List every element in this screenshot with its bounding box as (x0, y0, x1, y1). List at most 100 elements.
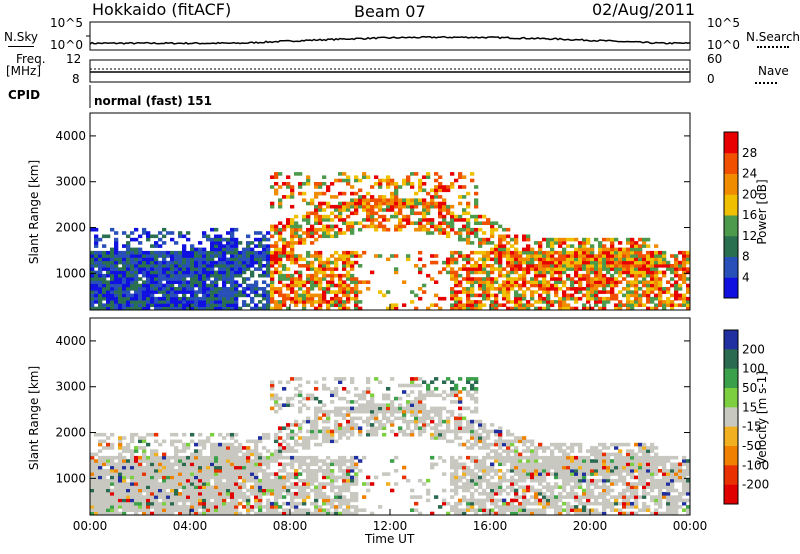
heatmap-cell (386, 218, 391, 222)
heatmap-cell (674, 260, 679, 265)
heatmap-cell (186, 472, 191, 476)
heatmap-cell (242, 472, 247, 476)
heatmap-cell (202, 231, 207, 235)
heatmap-cell (642, 283, 647, 288)
heatmap-cell (526, 511, 531, 516)
heatmap-cell (534, 498, 539, 503)
heatmap-cell (230, 505, 235, 509)
heatmap-cell (570, 296, 575, 301)
heatmap-cell (466, 231, 471, 235)
heatmap-cell (170, 495, 175, 499)
heatmap-cell (326, 472, 331, 476)
heatmap-cell (610, 260, 615, 265)
heatmap-cell (482, 455, 487, 460)
heatmap-cell (454, 423, 459, 427)
heatmap-cell (470, 459, 475, 463)
heatmap-cell (470, 250, 475, 255)
heatmap-cell (386, 482, 391, 486)
heatmap-cell (322, 182, 327, 186)
heatmap-cell (258, 264, 263, 268)
heatmap-cell (98, 267, 103, 271)
heatmap-cell (290, 283, 295, 288)
heatmap-cell (466, 221, 471, 225)
heatmap-cell (198, 277, 203, 281)
heatmap-cell (286, 501, 291, 506)
heatmap-cell (394, 396, 399, 401)
heatmap-cell (538, 300, 543, 304)
heatmap-cell (482, 250, 487, 255)
heatmap-cell (210, 462, 215, 467)
heatmap-cell (458, 426, 463, 430)
heatmap-cell (306, 478, 311, 483)
heatmap-cell (434, 172, 439, 176)
heatmap-cell (426, 227, 431, 232)
heatmap-cell (290, 191, 295, 196)
heatmap-cell (338, 280, 343, 284)
heatmap-cell (282, 439, 287, 444)
heatmap-cell (254, 495, 259, 499)
heatmap-cell (546, 465, 551, 470)
heatmap-cell (114, 244, 119, 248)
heatmap-cell (542, 469, 547, 473)
heatmap-cell (398, 221, 403, 225)
heatmap-cell (438, 419, 443, 424)
heatmap-cell (642, 280, 647, 284)
heatmap-cell (338, 459, 343, 463)
heatmap-cell (326, 231, 331, 235)
heatmap-cell (358, 264, 363, 268)
heatmap-cell (306, 296, 311, 301)
heatmap-cell (630, 283, 635, 288)
heatmap-cell (346, 488, 351, 493)
heatmap-cell (642, 241, 647, 245)
heatmap-cell (610, 293, 615, 298)
heatmap-cell (114, 277, 119, 281)
heatmap-cell (482, 296, 487, 301)
heatmap-cell (134, 469, 139, 473)
heatmap-cell (502, 250, 507, 255)
heatmap-cell (382, 413, 387, 417)
heatmap-cell (394, 185, 399, 189)
heatmap-cell (570, 469, 575, 473)
heatmap-cell (134, 492, 139, 496)
heatmap-cell (466, 296, 471, 301)
heatmap-cell (386, 290, 391, 294)
heatmap-cell (130, 508, 135, 512)
heatmap-cell (510, 455, 515, 460)
heatmap-cell (342, 250, 347, 255)
heatmap-cell (434, 254, 439, 258)
heatmap-cell (222, 446, 227, 450)
heatmap-cell (454, 400, 459, 404)
heatmap-cell (486, 446, 491, 450)
heatmap-cell (310, 264, 315, 268)
heatmap-cell (446, 409, 451, 414)
heatmap-cell (154, 505, 159, 509)
heatmap-cell (506, 257, 511, 262)
heatmap-cell (566, 511, 571, 516)
heatmap-cell (474, 214, 479, 219)
heatmap-cell (414, 416, 419, 421)
heatmap-cell (598, 306, 603, 311)
heatmap-cell (270, 270, 275, 275)
heatmap-cell (558, 260, 563, 265)
heatmap-cell (290, 432, 295, 437)
heatmap-cell (374, 377, 379, 381)
heatmap-cell (658, 277, 663, 281)
heatmap-cell (310, 260, 315, 265)
heatmap-cell (506, 280, 511, 284)
heatmap-cell (234, 478, 239, 483)
heatmap-cell (178, 287, 183, 291)
heatmap-cell (262, 492, 267, 496)
heatmap-cell (502, 287, 507, 291)
heatmap-cell (278, 495, 283, 499)
heatmap-cell (662, 264, 667, 268)
heatmap-cell (370, 423, 375, 427)
heatmap-cell (282, 247, 287, 252)
heatmap-cell (322, 224, 327, 229)
heatmap-cell (126, 446, 131, 450)
heatmap-cell (578, 485, 583, 489)
heatmap-cell (210, 446, 215, 450)
heatmap-cell (126, 442, 131, 447)
heatmap-cell (338, 214, 343, 219)
heatmap-cell (370, 221, 375, 225)
heatmap-cell (354, 508, 359, 512)
